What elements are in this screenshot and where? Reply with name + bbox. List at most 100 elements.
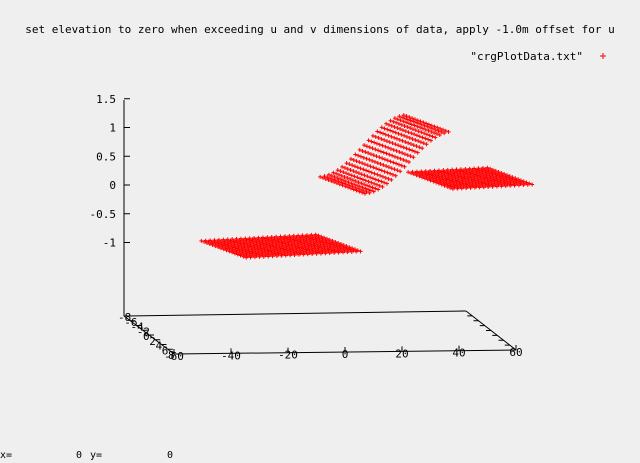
- data-point: [401, 145, 406, 150]
- data-point: [400, 151, 405, 156]
- data-point: [400, 115, 405, 120]
- data-point: [340, 178, 345, 183]
- data-point: [342, 181, 347, 186]
- data-point: [377, 183, 382, 188]
- data-point: [388, 118, 393, 123]
- data-point: [373, 134, 378, 139]
- data-point: [408, 118, 413, 123]
- data-point: [472, 166, 477, 171]
- data-point: [356, 180, 361, 185]
- data-point: [330, 177, 335, 182]
- data-point: [418, 140, 423, 145]
- data-point: [300, 233, 305, 238]
- data-point: [378, 161, 383, 166]
- data-point: [381, 150, 386, 155]
- data-point: [421, 120, 426, 125]
- data-point: [391, 119, 396, 124]
- data-point: [362, 173, 367, 178]
- x-tick-label: -40: [221, 349, 241, 362]
- data-point: [353, 179, 358, 184]
- data-point: [426, 137, 431, 142]
- data-point: [351, 169, 356, 174]
- data-point: [247, 236, 252, 241]
- data-point: [296, 233, 301, 238]
- data-point: [405, 153, 410, 158]
- data-point: [346, 180, 351, 185]
- data-point: [336, 241, 341, 246]
- data-point: [361, 155, 366, 160]
- y-tick-label: -8: [118, 311, 131, 324]
- data-point: [388, 171, 393, 176]
- data-point: [326, 172, 331, 177]
- data-point: [424, 121, 429, 126]
- data-point: [394, 120, 399, 125]
- data-point: [328, 176, 333, 181]
- data-point: [435, 125, 440, 130]
- data-point: [383, 175, 388, 180]
- data-point: [407, 135, 412, 140]
- data-point: [370, 176, 375, 181]
- data-point: [504, 173, 509, 178]
- data-point: [401, 157, 406, 162]
- data-point: [374, 182, 379, 187]
- data-point: [341, 170, 346, 175]
- data-point: [324, 236, 329, 241]
- data-point: [335, 168, 340, 173]
- data-point: [356, 186, 361, 191]
- data-point: [411, 143, 416, 148]
- data-point: [376, 135, 381, 140]
- data-point: [376, 148, 381, 153]
- data-point: [381, 163, 386, 168]
- data-point: [458, 167, 463, 172]
- data-point: [330, 238, 335, 243]
- data-point: [356, 171, 361, 176]
- data-point: [418, 125, 423, 130]
- data-point: [344, 161, 349, 166]
- data-point: [392, 116, 397, 121]
- data-point: [410, 169, 415, 174]
- data-point: [399, 132, 404, 137]
- data-point: [376, 187, 381, 192]
- data-point: [348, 177, 353, 182]
- data-point: [445, 167, 450, 172]
- data-point: [396, 143, 401, 148]
- data-point: [395, 155, 400, 160]
- data-point: [339, 180, 344, 185]
- data-point: [467, 166, 472, 171]
- data-point: [410, 148, 415, 153]
- data-point: [373, 177, 378, 182]
- x-axis-tick-labels: -60 -40 -20 0 20 40 60: [164, 346, 523, 363]
- data-point: [390, 129, 395, 134]
- data-point: [394, 136, 399, 141]
- data-point: [404, 114, 409, 119]
- data-point: [412, 123, 417, 128]
- data-point: [350, 184, 355, 189]
- data-point: [349, 181, 354, 186]
- data-point: [439, 130, 444, 135]
- data-point: [408, 126, 413, 131]
- x-tick-label: 20: [395, 347, 408, 360]
- data-point: [386, 165, 391, 170]
- data-point: [332, 174, 337, 179]
- data-point: [216, 237, 221, 242]
- data-point: [387, 140, 392, 145]
- data-point: [395, 117, 400, 122]
- data-point: [364, 144, 369, 149]
- data-point: [362, 162, 367, 167]
- data-point: [434, 131, 439, 136]
- data-point: [392, 154, 397, 159]
- data-point: [405, 117, 410, 122]
- data-point: [429, 123, 434, 128]
- data-point: [393, 142, 398, 147]
- data-point: [400, 128, 405, 133]
- data-point: [411, 155, 416, 160]
- data-point: [480, 165, 485, 170]
- y-tick-label: 2: [149, 335, 156, 348]
- data-point: [373, 147, 378, 152]
- data-point: [433, 127, 438, 132]
- data-point: [530, 182, 535, 187]
- data-point: [423, 127, 428, 132]
- y-tick-label: 8: [168, 349, 175, 362]
